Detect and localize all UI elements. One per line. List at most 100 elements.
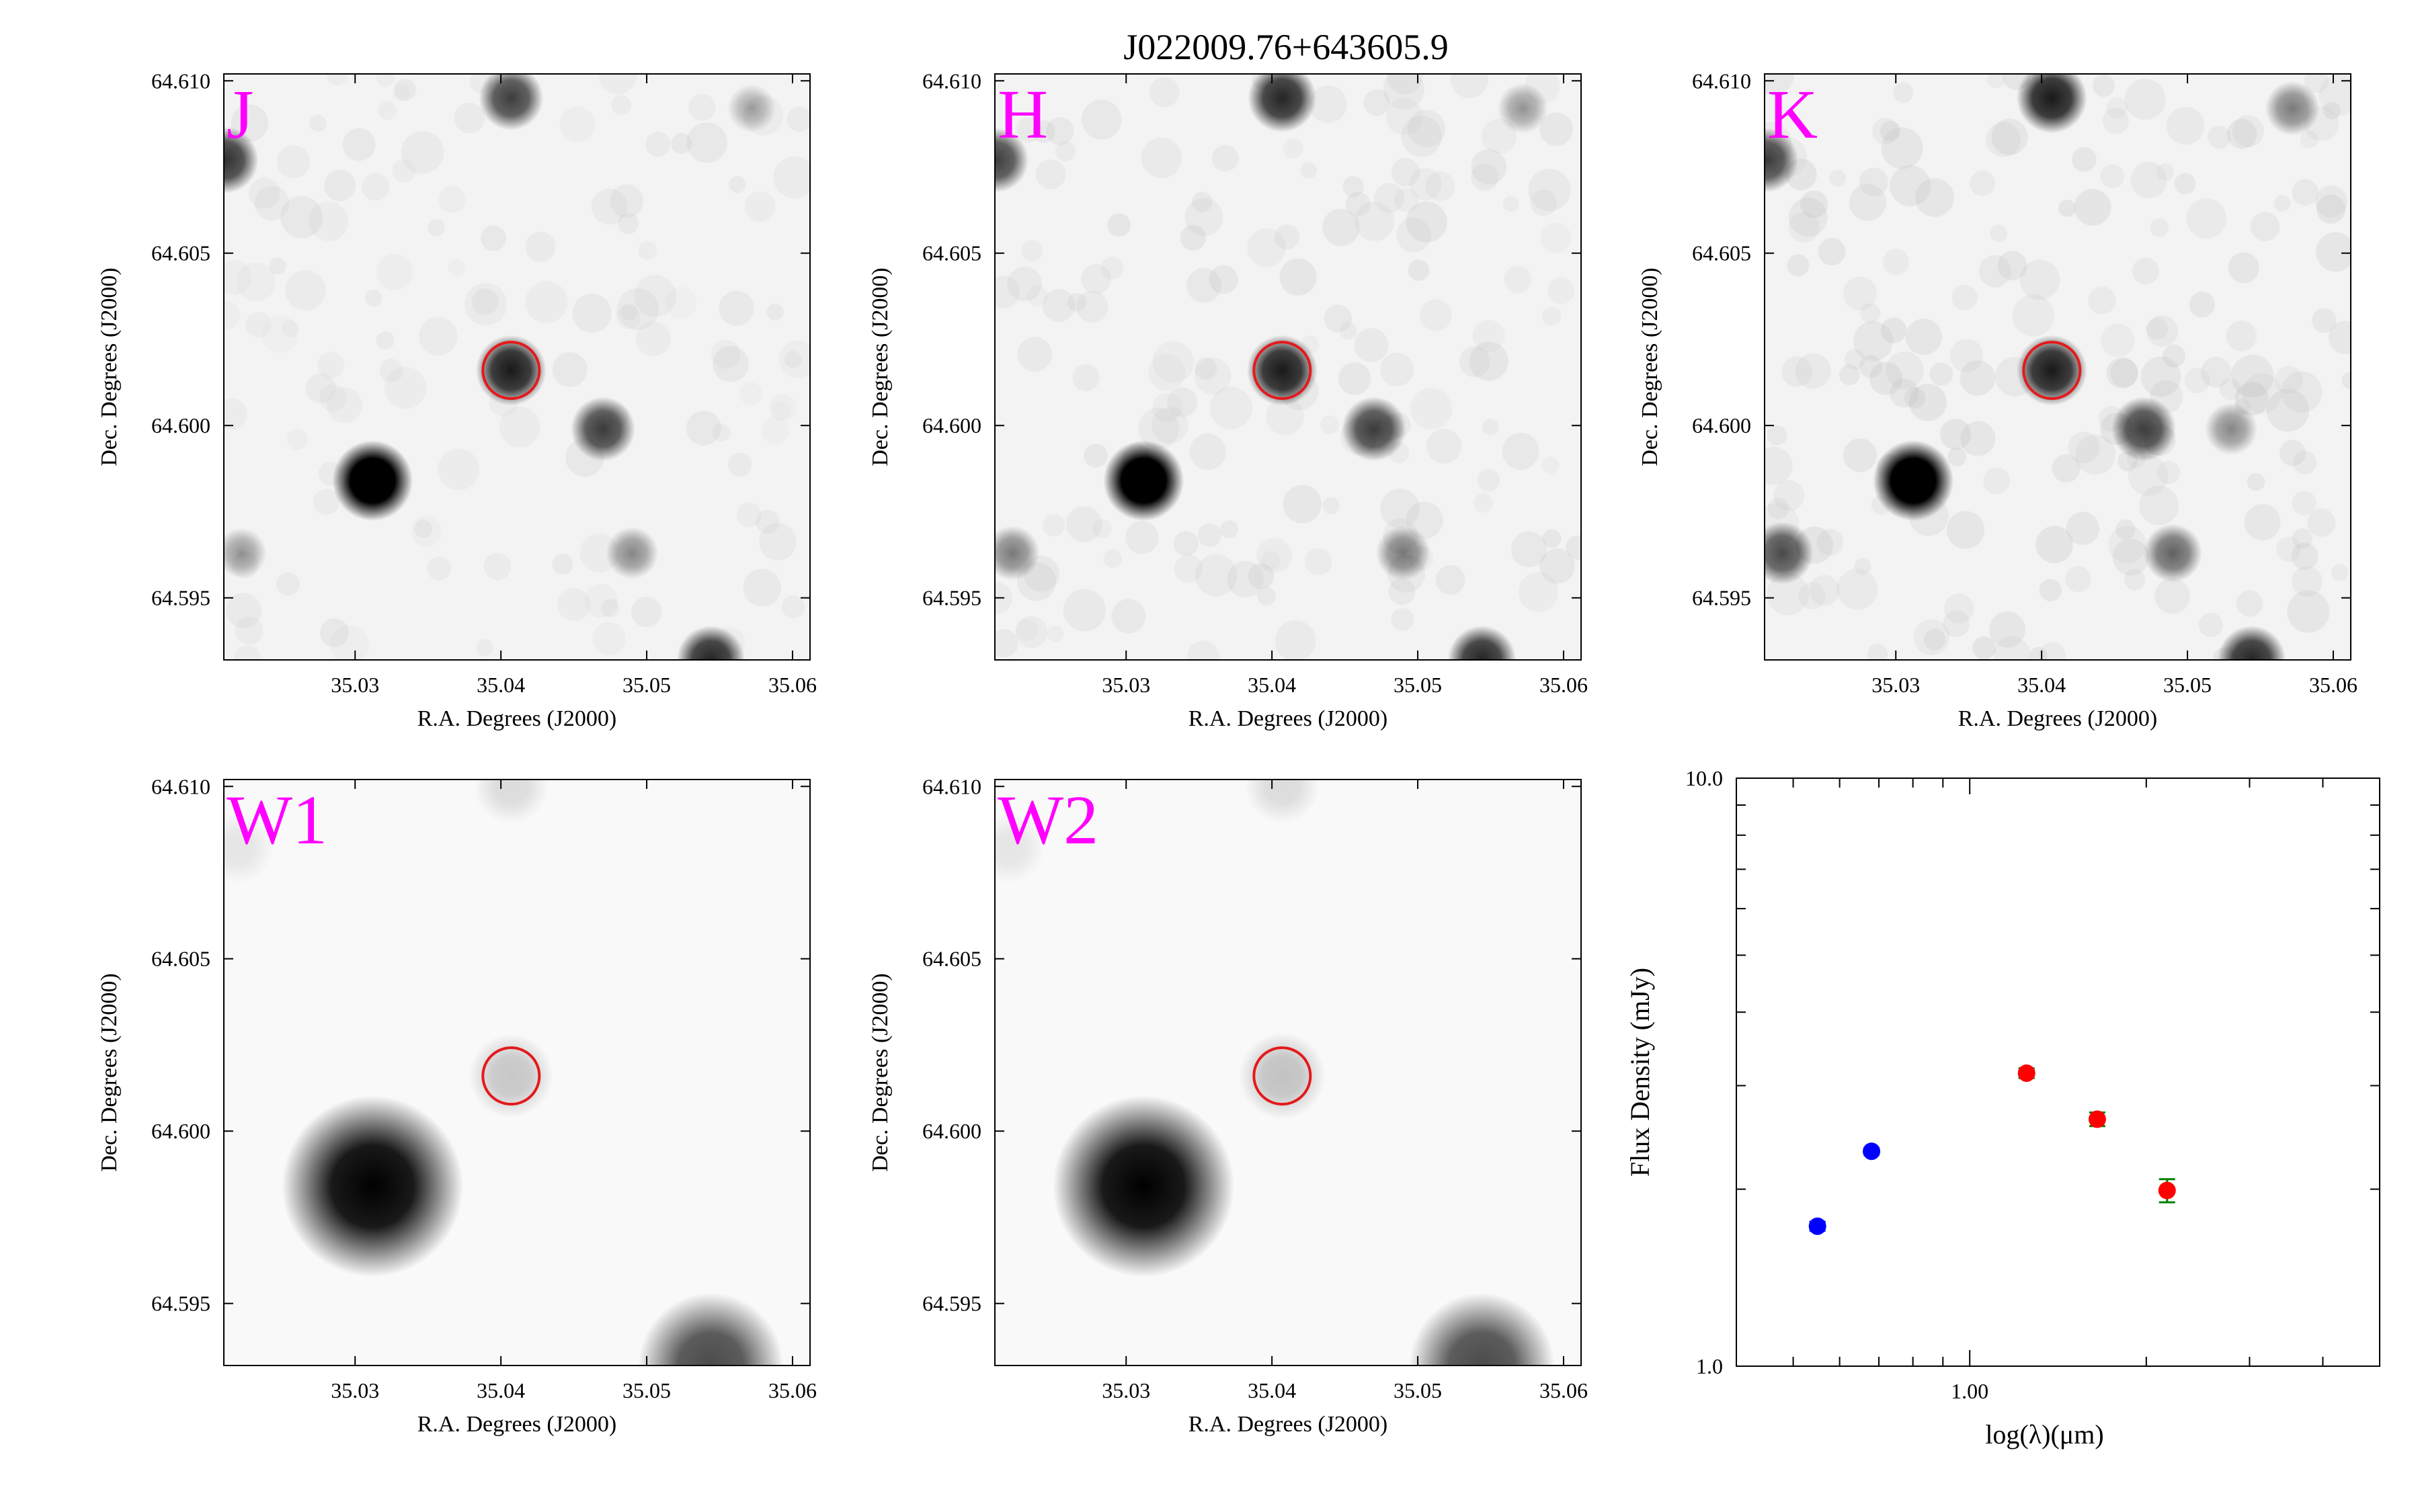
noise-blob [1795,353,1831,389]
noise-blob [2038,642,2066,660]
x-tick-label: 35.05 [1394,673,1442,697]
noise-blob [326,74,348,85]
noise-blob [766,303,784,321]
star-source [995,813,1045,884]
noise-blob [1309,85,1347,124]
noise-blob [1781,356,1812,387]
noise-blob [2292,179,2318,206]
x-tick-label: 35.04 [477,673,525,697]
noise-blob [364,289,382,307]
noise-blob [1960,360,1996,396]
x-axis-label: R.A. Degrees (J2000) [417,1412,617,1437]
noise-blob [1186,267,1221,303]
noise-blob [2273,195,2291,212]
noise-blob [1844,349,1865,370]
noise-blob [2318,74,2351,116]
noise-blob [1989,611,2025,648]
noise-blob [1152,392,1182,423]
noise-blob [1816,528,1844,556]
x-tick-label: 35.04 [477,1378,525,1402]
y-tick-label: 64.610 [922,774,981,798]
noise-blob [1473,493,1493,513]
noise-blob [2292,450,2317,475]
noise-blob [1839,364,1860,386]
noise-blob [1103,549,1122,569]
y-tick-label: 64.600 [1692,413,1751,437]
noise-blob [1504,265,1532,294]
noise-blob [1283,485,1322,523]
image-panels: 35.03 35.04 35.05 35.06 64.610 64.605 64.600 64… [97,69,2357,1437]
star-source [224,528,267,579]
noise-blob [2012,294,2054,337]
noise-blob [1908,383,1947,421]
band-label: J [227,76,253,153]
x-tick-label: 35.05 [2163,673,2212,697]
noise-blob [1125,521,1159,554]
noise-blob [1947,447,1967,467]
noise-blob [1886,351,1924,390]
noise-blob [1055,140,1076,162]
noise-blob [376,253,413,290]
noise-blob [2312,308,2337,333]
noise-blob [995,629,1018,658]
noise-blob [1248,563,1275,589]
noise-blob [224,301,241,331]
noise-blob [1946,511,1985,549]
noise-blob [1017,337,1053,372]
noise-blob [759,523,797,560]
noise-blob [1322,208,1360,247]
y-tick-label: 64.605 [151,947,210,971]
noise-blob [1904,387,1926,409]
noise-blob [1818,237,1846,265]
x-tick-label: 35.04 [1248,673,1296,697]
noise-blob [1197,523,1222,548]
y-tick-label: 64.605 [151,241,210,265]
noise-blob [401,131,444,174]
noise-blob [1960,421,1996,456]
noise-blob [1765,74,1794,95]
noise-blob [2200,357,2232,388]
noise-blob [638,241,657,261]
noise-blob [1015,618,1038,641]
noise-blob [1991,118,2028,155]
noise-blob [2315,185,2347,218]
noise-blob [427,556,452,581]
noise-blob [1929,362,1953,386]
noise-blob [1893,82,1914,103]
noise-blob [1986,122,2021,157]
noise-blob [1767,425,1787,446]
noise-blob [1187,640,1219,660]
target-circle [1252,341,1312,401]
noise-blob [769,394,797,421]
noise-blob [1993,636,2031,660]
noise-blob [572,294,612,333]
noise-blob [1247,228,1287,267]
noise-blob [2088,286,2116,314]
noise-blob [1472,320,1505,353]
noise-blob [1342,176,1364,198]
noise-blob [2307,508,2336,537]
star-source [1447,626,1517,660]
noise-blob [2132,257,2159,285]
noise-blob [557,587,591,621]
noise-blob [671,132,692,155]
noise-blob [1880,120,1901,142]
sed-chart: 1.00 10.0 1.0 log(λ)(μm) Flux Density (mJy) [1625,766,2380,1450]
noise-blob [1338,362,1371,395]
noise-blob [245,312,272,338]
noise-blob [2106,357,2138,389]
noise-blob [394,79,417,101]
noise-blob [1345,192,1371,217]
x-axis-label: R.A. Degrees (J2000) [1188,1412,1388,1437]
y-tick-label: 64.600 [922,413,981,437]
noise-blob [1889,378,1919,408]
image-panel-h: 35.03 35.04 35.05 35.06 64.610 64.605 64.600 64… [868,69,1588,731]
noise-blob [1021,240,1043,262]
noise-blob [1788,198,1828,237]
x-tick-label: 35.05 [622,1378,671,1402]
noise-blob [713,345,749,382]
noise-blob [1518,572,1559,612]
star-source [282,1095,464,1277]
noise-blob [634,274,677,317]
image-sources [224,74,810,660]
